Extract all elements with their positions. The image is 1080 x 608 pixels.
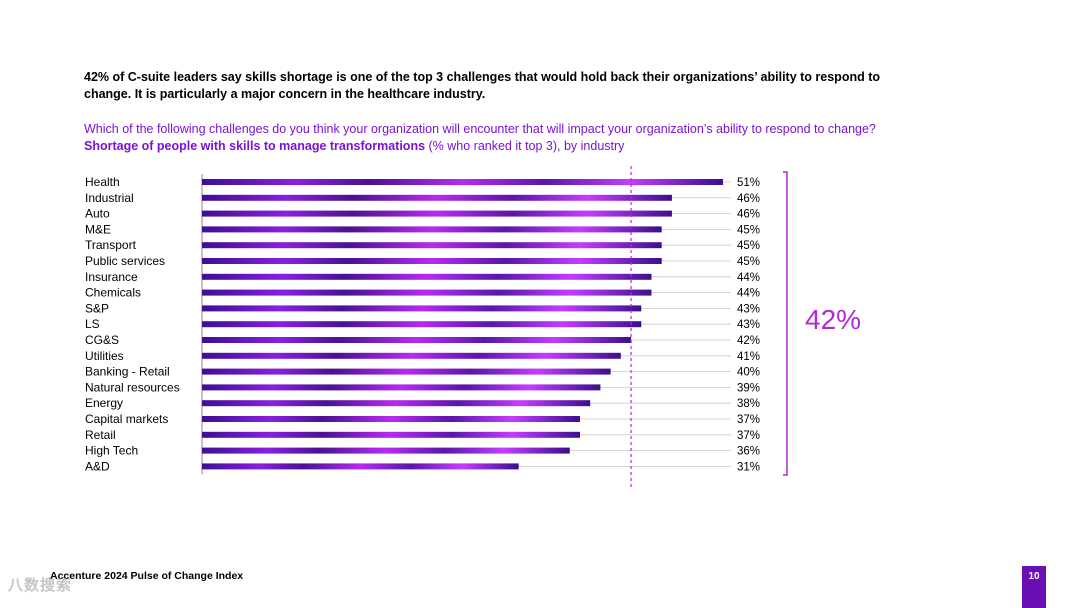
category-label: Natural resources — [85, 380, 180, 394]
bar — [202, 416, 580, 422]
value-label: 45% — [737, 240, 760, 252]
value-label: 44% — [737, 272, 760, 284]
bar — [202, 289, 652, 296]
bar — [202, 242, 662, 249]
category-label: Transport — [85, 238, 137, 252]
subtitle-rest: (% who ranked it top 3), by industry — [425, 139, 625, 153]
value-label: 37% — [737, 430, 760, 442]
value-label: 42% — [737, 335, 760, 347]
bar — [202, 321, 642, 328]
chart-question: Which of the following challenges do you… — [84, 121, 1044, 155]
question-line: Which of the following challenges do you… — [84, 122, 876, 136]
category-label: Chemicals — [85, 286, 141, 300]
value-label: 38% — [737, 398, 760, 410]
value-label: 43% — [737, 303, 760, 315]
bar — [202, 258, 662, 264]
watermark: 八数搜索 — [8, 577, 73, 594]
subtitle-bold: Shortage of people with skills to manage… — [84, 139, 426, 153]
bar — [202, 400, 591, 407]
value-label: 45% — [737, 224, 760, 236]
category-label: Banking - Retail — [85, 365, 170, 379]
value-label: 40% — [737, 367, 760, 379]
category-label: Public services — [85, 254, 165, 268]
bar — [202, 210, 672, 217]
bar — [202, 431, 580, 438]
headline: 42% of C-suite leaders say skills shorta… — [84, 70, 880, 101]
chart-subtitle: Shortage of people with skills to manage… — [84, 138, 1044, 155]
value-label: 46% — [737, 193, 760, 205]
value-label: 44% — [737, 288, 760, 300]
category-label: Industrial — [85, 191, 134, 205]
category-label: CG&S — [85, 333, 119, 347]
category-label: Auto — [85, 207, 110, 221]
value-label: 39% — [737, 382, 760, 394]
category-label: LS — [85, 317, 100, 331]
value-label: 36% — [737, 446, 760, 458]
category-label: Insurance — [85, 270, 138, 284]
average-value-label: 42% — [805, 304, 861, 335]
category-label: Health — [85, 175, 120, 189]
bar — [202, 194, 672, 201]
bar — [202, 179, 723, 185]
bar — [202, 352, 621, 359]
category-label: M&E — [85, 222, 111, 236]
bar — [202, 447, 570, 454]
category-label: High Tech — [85, 444, 138, 458]
value-label: 51% — [737, 177, 760, 189]
value-label: 46% — [737, 209, 760, 221]
category-label: S&P — [85, 301, 109, 315]
page-number: 10 — [1022, 566, 1046, 608]
value-label: 31% — [737, 461, 760, 473]
category-label: Energy — [85, 396, 123, 410]
bar — [202, 463, 519, 470]
bar — [202, 368, 611, 375]
category-label: Retail — [85, 428, 116, 442]
bar — [202, 226, 662, 233]
category-label: Capital markets — [85, 412, 168, 426]
category-label: Utilities — [85, 349, 124, 363]
category-label: A&D — [85, 459, 110, 473]
footer-source: Accenture 2024 Pulse of Change Index — [50, 570, 244, 582]
value-label: 37% — [737, 414, 760, 426]
bar — [202, 273, 652, 280]
value-label: 43% — [737, 319, 760, 331]
bar — [202, 305, 642, 312]
value-label: 41% — [737, 351, 760, 363]
bar — [202, 384, 601, 391]
value-label: 45% — [737, 256, 760, 268]
bar — [202, 337, 632, 343]
average-bracket — [783, 171, 788, 476]
